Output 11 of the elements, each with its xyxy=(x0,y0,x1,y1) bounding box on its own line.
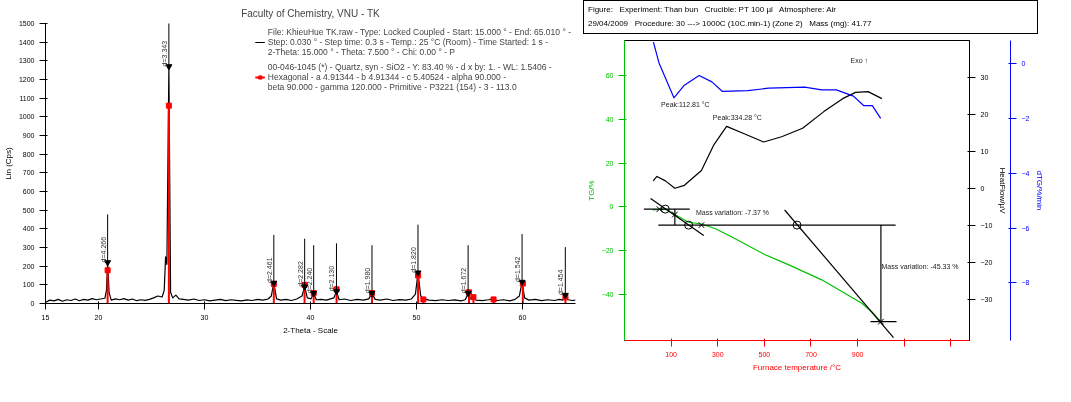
legend-label: 00-046-1045 (*) - Quartz, syn - SiO2 - Y: 83.40 % - d x by: 1. - WL: 1.5406 - Hexagonal - a 4.91344 - b 4.91344 - c 5.40524 - alpha 90.000 - beta 90.000 - gamma 120.000 - Primitive - P3221 (154) - 3 - 113.0 xyxy=(267,62,552,92)
x-axis-title: Furnace temperature /°C xyxy=(752,362,842,372)
y3-axis-title: dTG/%/min xyxy=(1035,170,1045,211)
chart-title: Faculty of Chemistry, VNU - TK xyxy=(241,7,381,19)
y-axis-title: Lin (Cps) xyxy=(3,146,13,180)
chart-subtitle: 29/04/2009 Procedure: 30 ---> 1000C (10C.min-1) (Zone 2) Mass (mg): 41.77 xyxy=(588,19,872,28)
y2-axis-title: HeatFlow/µV xyxy=(998,167,1008,215)
y-axis-title: TG/% xyxy=(586,180,596,201)
x-axis-title: 2-Theta - Scale xyxy=(283,325,339,335)
chart-title: Figure: Experiment: Than bun Crucible: PT 100 µl Atmosphere: Air xyxy=(588,5,836,14)
legend-label: File: KhieuHue TK.raw - Type: Locked Coupled - Start: 15.000 ° - End: 65.010 ° - Step: 0.030 ° - Step time: 0.3 s - Temp.: 25 °C (Room) - Time Started: 1 s - 2-Theta: 15.000 ° - Theta: 7.500 ° - Chi: 0.00 ° - P xyxy=(267,27,571,57)
